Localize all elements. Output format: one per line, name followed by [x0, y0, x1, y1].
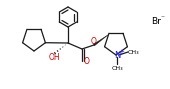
Text: O: O	[91, 36, 97, 45]
Text: CH₃: CH₃	[127, 49, 139, 54]
Text: OH: OH	[48, 53, 60, 62]
Text: CH₃: CH₃	[111, 66, 123, 70]
Polygon shape	[94, 34, 109, 46]
Text: N: N	[114, 50, 120, 60]
Text: +: +	[118, 49, 124, 55]
Text: O: O	[84, 57, 89, 66]
Text: ⁻: ⁻	[160, 14, 164, 23]
Text: Br: Br	[151, 16, 161, 26]
